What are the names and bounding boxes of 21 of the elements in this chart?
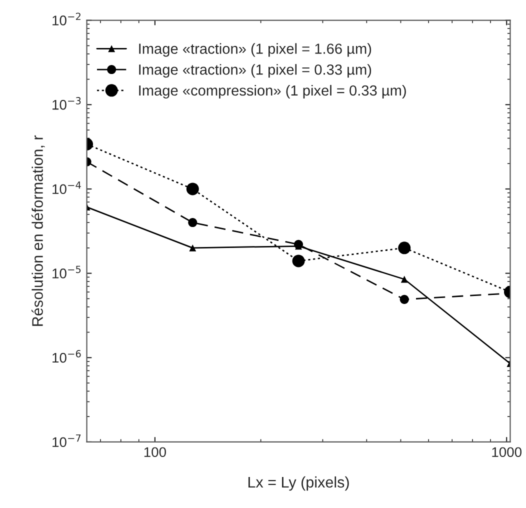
y-tick-label: 10$^{−6}$ (52, 350, 81, 363)
point (292, 254, 305, 268)
legend-label: Image «traction» (1 pixel = 1.66 µm) (139, 43, 372, 57)
y-tick-label: 10$^{−2}$ (52, 12, 80, 26)
point (294, 240, 304, 249)
x-tick-label: 100 (144, 447, 166, 458)
point (400, 294, 409, 304)
y-tick-label: 10$^{−4}$ (52, 182, 81, 194)
legend-label: Image «traction» (1 pixel = 0.33 µm) (139, 64, 372, 78)
x-tick-label: 1000 (492, 447, 522, 458)
y-tick-label: 10$^{−7}$ (52, 434, 81, 448)
x-axis-title: Lx = Ly (pixels) (248, 476, 349, 491)
point (189, 244, 196, 252)
y-axis-title: Résolution en déformation, r (32, 135, 45, 326)
legend-label: Image «compression» (1 pixel = 0.33 µm) (139, 84, 406, 99)
point (398, 242, 411, 254)
point (188, 218, 198, 228)
point (400, 276, 408, 283)
y-tick-label: 10$^{−5}$ (52, 266, 81, 278)
y-tick-label: 10$^{−3}$ (52, 97, 81, 110)
point (186, 182, 199, 196)
